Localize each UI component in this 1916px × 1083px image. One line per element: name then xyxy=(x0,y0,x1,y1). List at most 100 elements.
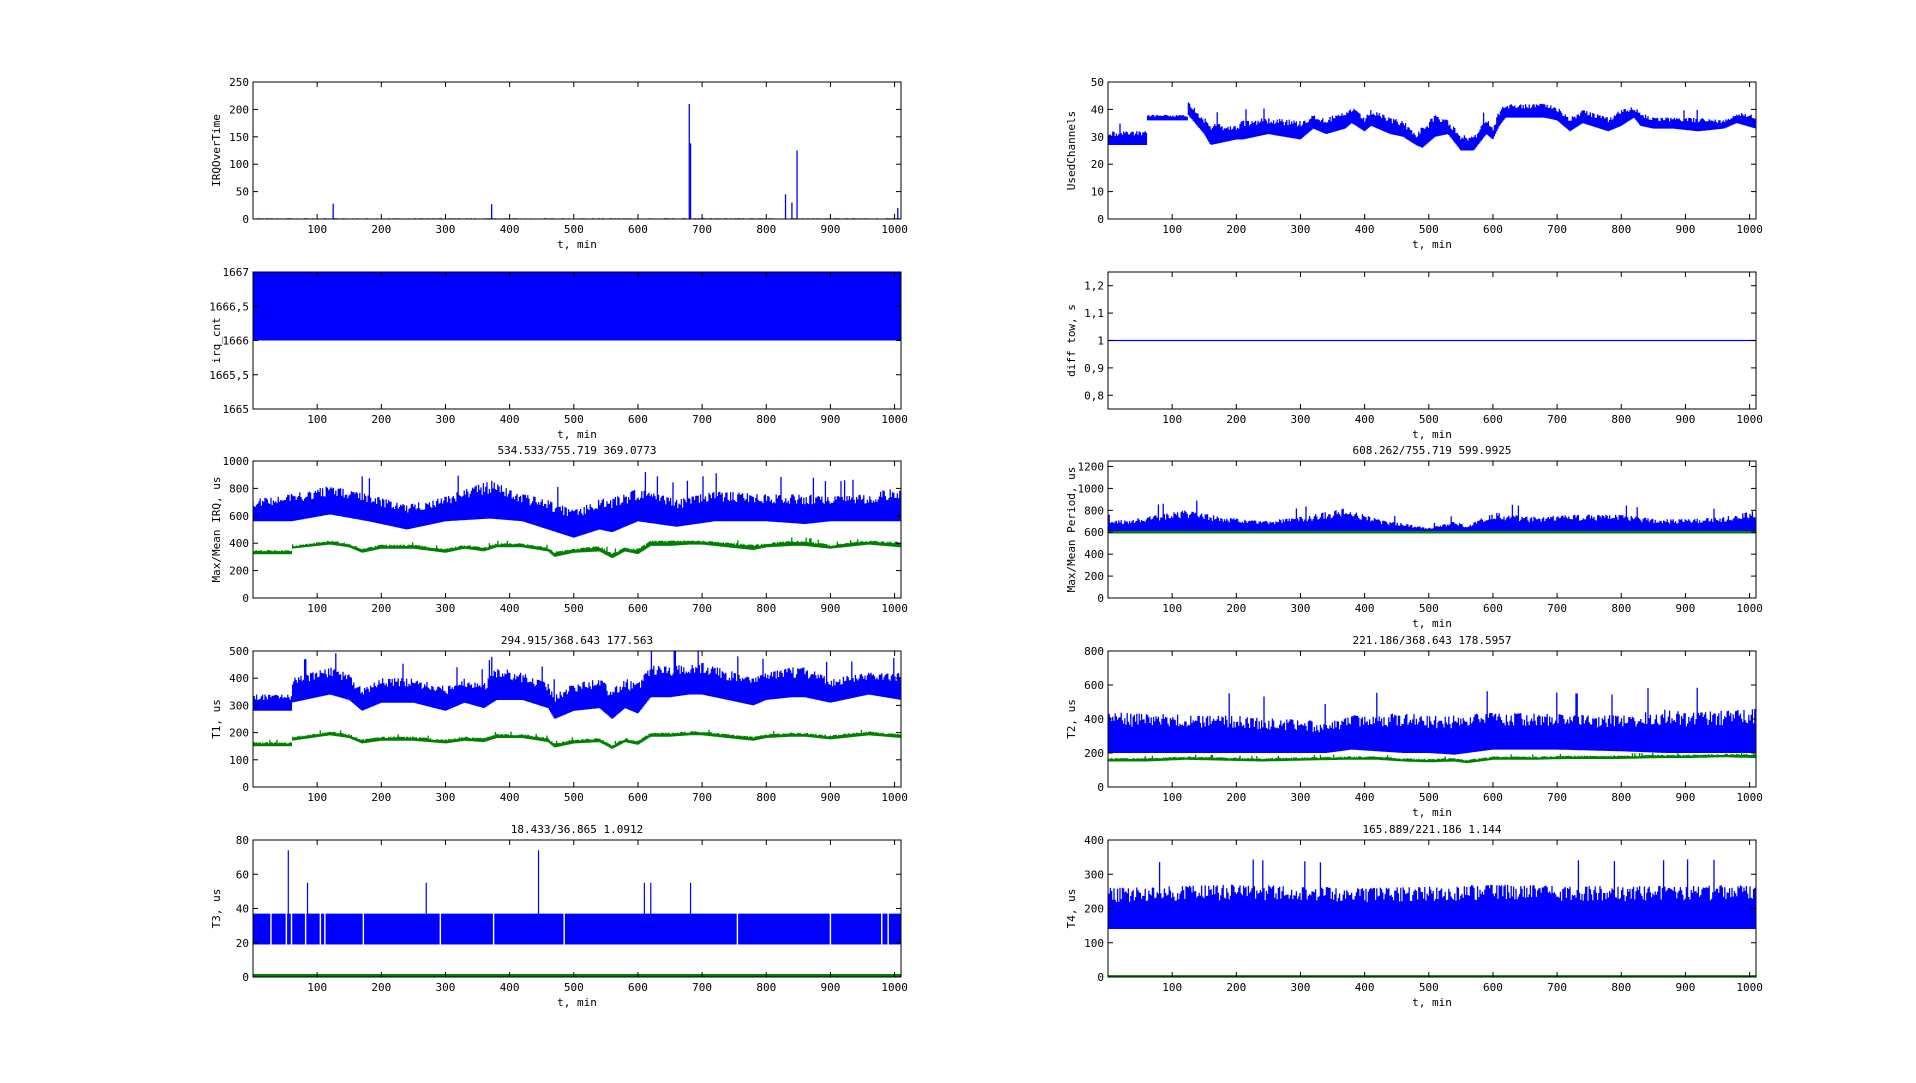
y-tick-label: 400 xyxy=(1084,713,1104,726)
x-tick-label: 900 xyxy=(820,223,840,236)
y-tick-label: 0 xyxy=(1097,592,1104,605)
x-tick-label: 800 xyxy=(756,223,776,236)
x-tick-label: 1000 xyxy=(1736,981,1763,994)
x-tick-label: 300 xyxy=(1291,413,1311,426)
y-tick-label: 1667 xyxy=(223,266,250,279)
x-tick-label: 700 xyxy=(692,413,712,426)
chart-maxmeanperiod: 100 200 300 400 500 600 700 800 900 1000 0 200 400 60… xyxy=(1065,444,1763,630)
y-tick-label: 200 xyxy=(229,103,249,116)
y-tick-label: 0 xyxy=(242,781,249,794)
chart-title: 294.915/368.643 177.563 xyxy=(501,634,653,647)
y-tick-label: 800 xyxy=(1084,645,1104,658)
axes-box xyxy=(252,81,902,220)
y-tick-label: 50 xyxy=(236,186,249,199)
axes-box xyxy=(252,650,902,788)
axes-box xyxy=(252,460,902,599)
x-tick-label: 400 xyxy=(500,413,520,426)
x-tick-label: 300 xyxy=(436,602,456,615)
chart-usedchannels: 100 200 300 400 500 600 700 800 900 1000 0 10 20 30 40… xyxy=(1065,76,1763,251)
x-tick-label: 100 xyxy=(307,413,327,426)
y-tick-label: 100 xyxy=(1084,937,1104,950)
x-tick-label: 700 xyxy=(1547,413,1567,426)
chart-title: 165.889/221.186 1.144 xyxy=(1362,823,1501,836)
chart-title: 608.262/755.719 599.9925 xyxy=(1353,444,1512,457)
x-tick-label: 700 xyxy=(692,223,712,236)
y-tick-label: 400 xyxy=(1084,548,1104,561)
y-axis-label: T4, us xyxy=(1065,889,1078,929)
x-tick-label: 400 xyxy=(500,981,520,994)
x-tick-label: 500 xyxy=(1419,981,1439,994)
x-tick-label: 100 xyxy=(1162,791,1182,804)
y-tick-label: 0,8 xyxy=(1084,389,1104,402)
plot-area xyxy=(253,272,901,341)
plot-area xyxy=(253,472,901,558)
y-tick-label: 200 xyxy=(1084,747,1104,760)
chart-t1: 100 200 300 400 500 600 700 800 900 1000 0 100 200 30… xyxy=(210,634,908,804)
y-tick-label: 1666 xyxy=(223,335,250,348)
x-tick-label: 600 xyxy=(628,602,648,615)
series-max-band xyxy=(1108,859,1756,929)
x-tick-label: 200 xyxy=(371,791,391,804)
y-tick-label: 200 xyxy=(1084,903,1104,916)
x-tick-label: 900 xyxy=(1675,791,1695,804)
y-tick-label: 0 xyxy=(242,971,249,984)
x-tick-label: 600 xyxy=(628,223,648,236)
x-tick-label: 1000 xyxy=(881,223,908,236)
x-tick-label: 1000 xyxy=(881,981,908,994)
y-tick-label: 600 xyxy=(1084,679,1104,692)
axes-box xyxy=(1107,460,1757,599)
x-tick-label: 700 xyxy=(692,981,712,994)
y-axis-label: T1, us xyxy=(210,699,223,739)
y-axis-label: irq_cnt xyxy=(210,317,223,363)
series-mean-band xyxy=(1108,751,1756,764)
series-mean-band xyxy=(253,537,901,558)
plot-area xyxy=(253,850,901,977)
chart-title: 221.186/368.643 178.5957 xyxy=(1353,634,1512,647)
x-tick-label: 100 xyxy=(1162,981,1182,994)
x-tick-label: 900 xyxy=(820,791,840,804)
y-tick-label: 0 xyxy=(1097,781,1104,794)
x-tick-label: 600 xyxy=(1483,981,1503,994)
y-axis-label: IRQOverTime xyxy=(210,114,223,187)
x-tick-label: 900 xyxy=(1675,602,1695,615)
x-axis-label: t, min xyxy=(1412,806,1452,819)
x-tick-label: 100 xyxy=(307,791,327,804)
x-tick-label: 200 xyxy=(371,413,391,426)
plot-area xyxy=(1108,687,1756,764)
y-tick-label: 20 xyxy=(236,937,249,950)
chart-difftow: 100 200 300 400 500 600 700 800 900 1000 0,8 0,9 1 1,… xyxy=(1065,271,1763,441)
x-tick-label: 500 xyxy=(564,981,584,994)
x-axis-label: t, min xyxy=(1412,428,1452,441)
plot-area xyxy=(253,103,901,219)
y-tick-label: 600 xyxy=(1084,526,1104,539)
x-axis-label: t, min xyxy=(557,238,597,251)
y-tick-label: 400 xyxy=(229,537,249,550)
x-tick-label: 100 xyxy=(1162,413,1182,426)
y-tick-label: 500 xyxy=(229,645,249,658)
y-tick-label: 10 xyxy=(1091,186,1104,199)
y-tick-label: 100 xyxy=(229,158,249,171)
x-tick-label: 900 xyxy=(820,602,840,615)
x-tick-label: 200 xyxy=(371,223,391,236)
x-tick-label: 800 xyxy=(1611,791,1631,804)
x-tick-label: 300 xyxy=(1291,602,1311,615)
x-tick-label: 200 xyxy=(1226,981,1246,994)
x-tick-label: 700 xyxy=(692,791,712,804)
x-tick-label: 400 xyxy=(1355,602,1375,615)
x-tick-label: 500 xyxy=(1419,413,1439,426)
plot-area xyxy=(1108,500,1756,534)
y-tick-label: 400 xyxy=(1084,834,1104,847)
x-tick-label: 900 xyxy=(1675,223,1695,236)
x-tick-label: 300 xyxy=(1291,223,1311,236)
x-tick-label: 800 xyxy=(756,413,776,426)
axes-box xyxy=(1107,81,1757,220)
y-tick-label: 800 xyxy=(229,482,249,495)
series-max-band xyxy=(1108,687,1756,755)
x-tick-label: 600 xyxy=(1483,602,1503,615)
y-tick-label: 200 xyxy=(229,727,249,740)
y-tick-label: 40 xyxy=(1091,103,1104,116)
x-axis-label: t, min xyxy=(557,428,597,441)
x-tick-label: 1000 xyxy=(1736,602,1763,615)
x-tick-label: 800 xyxy=(1611,413,1631,426)
series-max-band xyxy=(253,651,901,719)
